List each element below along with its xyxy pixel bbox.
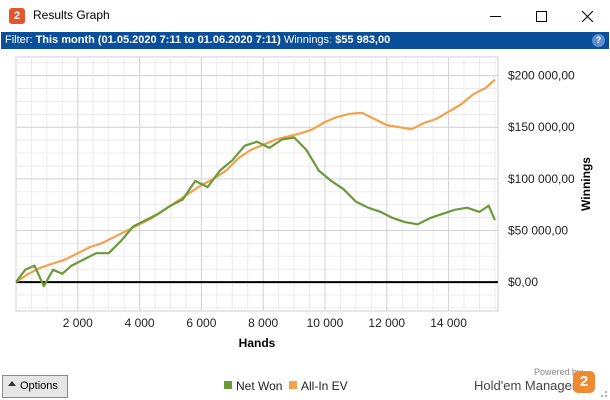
filter-label: Filter: xyxy=(5,34,36,46)
x-tick-label: 10 000 xyxy=(307,316,344,330)
brand-logo-icon: 2 xyxy=(573,371,595,393)
window-title: Results Graph xyxy=(33,8,110,22)
x-tick-label: 8 000 xyxy=(248,316,278,330)
x-axis-label: Hands xyxy=(239,336,276,350)
plot-area xyxy=(15,56,499,312)
filter-bar: Filter: This month (01.05.2020 7:11 to 0… xyxy=(1,32,609,49)
legend-item-net-won[interactable]: Net Won xyxy=(224,379,282,393)
maximize-button[interactable] xyxy=(518,0,564,32)
results-chart: 2 000 4 000 6 000 8 000 10 000 12 000 14 000 $0… xyxy=(0,49,610,369)
y-axis-label: Winnings xyxy=(579,157,593,211)
all-in-ev-swatch xyxy=(289,381,297,389)
net-won-swatch xyxy=(224,381,232,389)
options-label: Options xyxy=(20,380,58,392)
y-tick-label: $50 000,00 xyxy=(508,223,568,237)
series-line-net-won xyxy=(15,136,496,288)
winnings-label: Winnings: xyxy=(283,34,336,46)
legend-label: Net Won xyxy=(236,379,283,393)
x-tick-label: 12 000 xyxy=(368,316,405,330)
results-graph: 2 000 4 000 6 000 8 000 10 000 12 000 14 000 $0… xyxy=(15,56,593,350)
legend-item-all-in-ev[interactable]: All-In EV xyxy=(289,379,348,393)
title-bar: 2 Results Graph xyxy=(0,0,610,32)
y-tick-label: $200 000,00 xyxy=(508,69,575,83)
winnings-value: $55 983,00 xyxy=(335,34,391,46)
minimize-button[interactable] xyxy=(472,0,518,32)
close-button[interactable] xyxy=(564,0,610,32)
y-tick-label: $100 000,00 xyxy=(508,172,575,186)
maximize-icon xyxy=(536,11,547,22)
y-tick-label: $0,00 xyxy=(508,275,538,289)
brand-name: Hold'em Manager xyxy=(474,378,577,393)
x-tick-label: 14 000 xyxy=(430,316,467,330)
help-icon[interactable]: ? xyxy=(592,34,605,47)
x-tick-label: 6 000 xyxy=(186,316,216,330)
x-tick-label: 4 000 xyxy=(125,316,155,330)
app-logo-icon: 2 xyxy=(9,8,25,24)
bottom-bar: Options Net Won All-In EV Powered by Hol… xyxy=(0,367,610,400)
resize-grip-icon[interactable] xyxy=(598,388,608,398)
close-icon xyxy=(582,11,593,22)
series-line-all-in-ev xyxy=(15,78,496,284)
triangle-up-icon xyxy=(8,381,16,386)
options-button[interactable]: Options xyxy=(2,375,68,398)
minimize-icon xyxy=(490,16,501,17)
powered-by-text: Powered by xyxy=(534,367,582,377)
x-tick-label: 2 000 xyxy=(63,316,93,330)
filter-value[interactable]: This month (01.05.2020 7:11 to 01.06.202… xyxy=(35,34,281,46)
legend-label: All-In EV xyxy=(301,379,348,393)
y-tick-label: $150 000,00 xyxy=(508,120,575,134)
